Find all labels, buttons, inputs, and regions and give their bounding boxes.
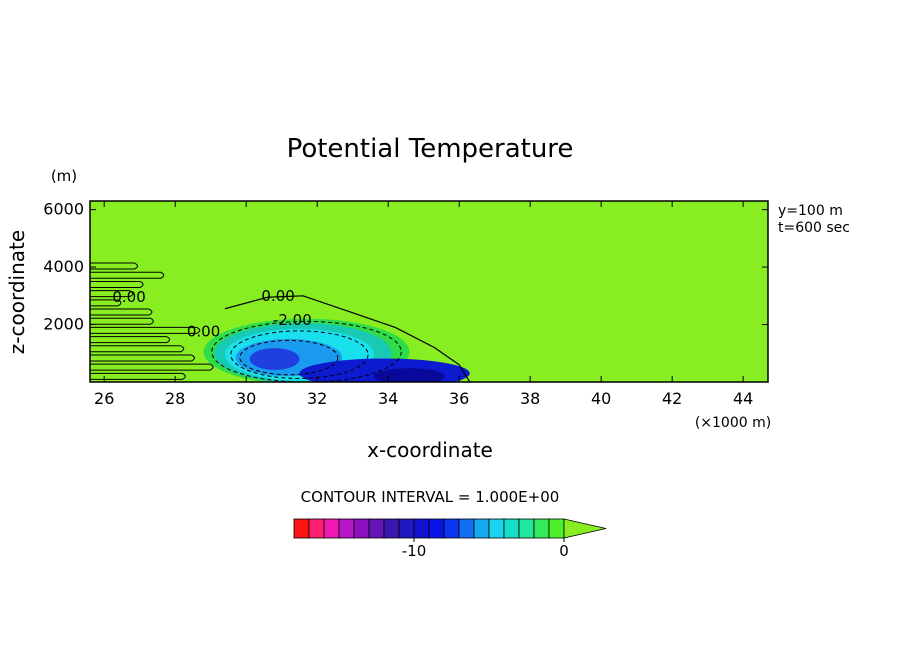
- negative-contour-line: [211, 320, 402, 382]
- cold-pool-level-6: [249, 348, 300, 370]
- contour-label: 0.00: [261, 287, 294, 305]
- contour-label: 0.00: [187, 323, 220, 341]
- negative-contour-line: [239, 339, 339, 376]
- colorbar-swatch: [398, 518, 415, 539]
- plot-area: [90, 201, 768, 382]
- colorbar-swatch: [383, 518, 400, 539]
- colorbar-swatch: [308, 518, 325, 539]
- x-tick-label: 32: [307, 389, 327, 408]
- colorbar-swatch: [353, 518, 370, 539]
- upstream-contour-line: [90, 345, 185, 353]
- colorbar-swatch: [473, 518, 490, 539]
- info-y-value: y=100 m: [778, 203, 843, 219]
- upstream-contour-line: [90, 354, 195, 362]
- contour-label: 0.00: [112, 288, 145, 306]
- colorbar: -10 0: [293, 518, 607, 560]
- x-axis-label: x-coordinate: [367, 438, 493, 462]
- contour-label: -2.00: [273, 311, 312, 329]
- y-tick-label: 6000: [43, 200, 84, 219]
- x-tick-label: 26: [94, 389, 114, 408]
- colorbar-swatch: [548, 518, 565, 539]
- contour-labels: 0.00 0.00 -2.00 0.00: [112, 287, 311, 341]
- cold-pool-level-9: [373, 368, 445, 382]
- colorbar-swatch: [533, 518, 550, 539]
- y-unit-label: (m): [51, 167, 77, 185]
- chart-title: Potential Temperature: [287, 134, 574, 164]
- colorbar-swatch: [488, 518, 505, 539]
- colorbar-swatch: [293, 518, 310, 539]
- x-unit-label: (×1000 m): [695, 415, 771, 431]
- upstream-contour-line: [90, 308, 153, 316]
- upstream-contour-line: [90, 326, 201, 334]
- upstream-contour-line: [90, 262, 138, 270]
- zero-contour-line: [224, 295, 471, 382]
- y-tick-label: 2000: [43, 315, 84, 334]
- colorbar-swatch: [443, 518, 460, 539]
- info-time-value: t=600 sec: [778, 220, 850, 236]
- upstream-contour-line: [90, 299, 122, 307]
- x-axis-ticks: 26 28 30 32 34 36 38 40 42 44: [94, 201, 753, 408]
- colorbar-label: CONTOUR INTERVAL = 1.000E+00: [301, 488, 560, 506]
- colorbar-swatch: [428, 518, 445, 539]
- y-tick-label: 4000: [43, 257, 84, 276]
- x-tick-label: 42: [662, 389, 682, 408]
- plot-frame: [89, 200, 769, 383]
- colorbar-tick-label: -10: [402, 542, 427, 560]
- upstream-contour-line: [90, 290, 134, 298]
- x-tick-label: 44: [733, 389, 753, 408]
- x-tick-label: 34: [378, 389, 398, 408]
- colorbar-swatch: [323, 518, 340, 539]
- upstream-contour-line: [90, 336, 171, 344]
- colorbar-swatch: [458, 518, 475, 539]
- negative-contour-line: [230, 330, 369, 379]
- upstream-contour-line: [90, 280, 144, 288]
- upstream-contour-line: [90, 271, 165, 279]
- colorbar-swatch: [413, 518, 430, 539]
- field-background: [90, 201, 768, 382]
- upstream-contour-line: [90, 372, 186, 380]
- x-tick-label: 30: [236, 389, 256, 408]
- colorbar-swatch: [503, 518, 520, 539]
- x-tick-label: 28: [165, 389, 185, 408]
- y-axis-ticks: 2000 4000 6000: [43, 200, 768, 334]
- colorbar-swatch: [368, 518, 385, 539]
- x-tick-label: 38: [520, 389, 540, 408]
- y-axis-label: z-coordinate: [5, 230, 29, 354]
- upstream-contour-line: [90, 363, 214, 371]
- colorbar-swatch: [518, 518, 535, 539]
- x-tick-label: 40: [591, 389, 611, 408]
- colorbar-tick-label: 0: [559, 542, 569, 560]
- colorbar-extend-arrow: [563, 518, 607, 539]
- upstream-contour-line: [90, 317, 154, 325]
- x-tick-label: 36: [449, 389, 469, 408]
- colorbar-swatch: [338, 518, 355, 539]
